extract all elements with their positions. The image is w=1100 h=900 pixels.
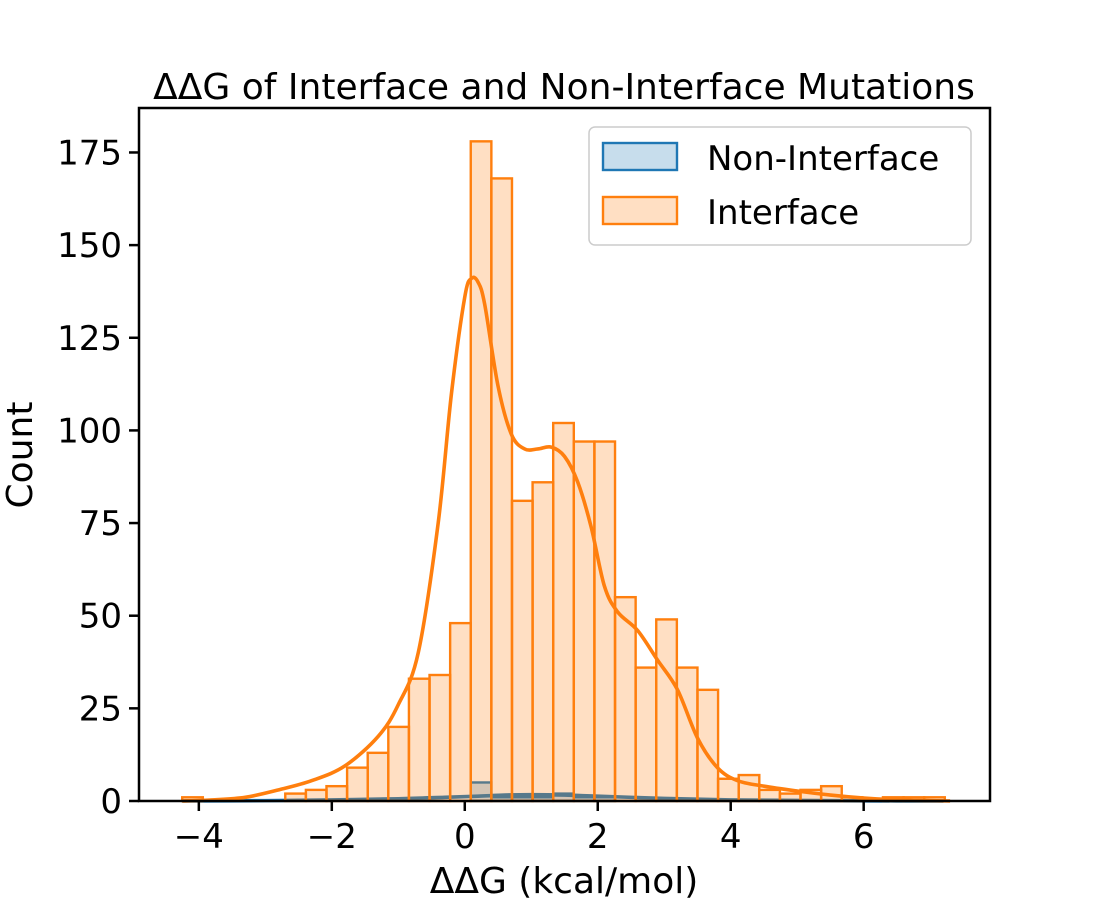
y-tick-label: 100 [57, 411, 122, 451]
histogram-fill [182, 141, 945, 802]
y-axis-label: Count [0, 402, 41, 509]
y-tick-label: 25 [79, 689, 122, 729]
legend: Non-Interface Interface [588, 126, 972, 246]
x-axis-label: ΔΔG (kcal/mol) [430, 861, 699, 900]
y-tick-label: 50 [79, 597, 122, 637]
y-tick-label: 75 [79, 504, 122, 544]
y-tick-label: 150 [57, 226, 122, 266]
legend-label: Non-Interface [707, 139, 939, 179]
x-tick-label: 0 [454, 817, 476, 857]
legend-swatch [601, 195, 679, 226]
x-tick-label: 6 [853, 817, 875, 857]
y-tick-label: 0 [100, 782, 122, 822]
plot-frame [137, 106, 992, 803]
y-tick-label: 175 [57, 133, 122, 173]
legend-box [588, 126, 972, 246]
x-tick-label: −2 [307, 817, 357, 857]
y-tick-label: 125 [57, 319, 122, 359]
x-tick-label: −4 [174, 817, 224, 857]
histogram-fill [182, 782, 945, 801]
ticks-layer: −4 −2 0 2 4 6 0 25 50 75 100 125 150 175 [57, 133, 874, 857]
legend-label: Interface [707, 193, 859, 233]
x-tick-label: 2 [587, 817, 609, 857]
x-tick-label: 4 [720, 817, 742, 857]
kde-curve [182, 275, 951, 803]
chart-title: ΔΔG of Interface and Non-Interface Mutat… [153, 67, 975, 108]
legend-swatch [601, 141, 679, 172]
